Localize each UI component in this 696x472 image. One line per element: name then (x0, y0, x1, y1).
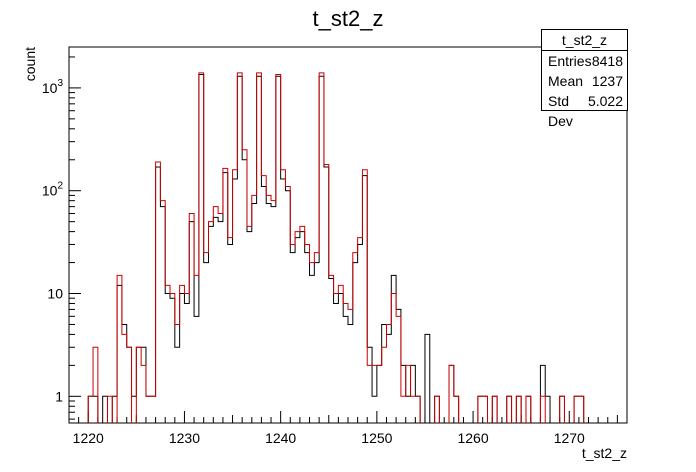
histogram-series-red (87, 72, 585, 423)
x-tick-label: 1220 (73, 430, 104, 446)
chart-title: t_st2_z (312, 6, 384, 31)
y-tick-label: 103 (42, 78, 64, 96)
axis-labels-layer: 1220 1230 1240 1250 1260 1270 1 10 102 103 (42, 78, 585, 446)
x-tick-label: 1250 (361, 430, 392, 446)
stats-row-stddev: Std Dev 5.022 (542, 91, 627, 129)
stats-value: 8418 (591, 53, 623, 69)
series-layer (87, 72, 585, 423)
stats-label: Entries (548, 53, 592, 69)
stats-label: Mean (548, 73, 584, 89)
y-tick-label: 102 (42, 181, 64, 199)
stats-value: 1237 (591, 73, 623, 89)
stats-row-entries: Entries 8418 (542, 51, 627, 71)
x-tick-label: 1260 (457, 430, 488, 446)
x-tick-label: 1270 (554, 430, 585, 446)
x-tick-label: 1240 (265, 430, 296, 446)
axis-ticks (68, 56, 628, 423)
y-tick-label: 1 (55, 388, 63, 404)
x-axis-label: t_st2_z (582, 445, 627, 461)
stats-label: Std Dev (548, 93, 573, 129)
stats-title: t_st2_z (542, 30, 627, 51)
histogram-series-black (87, 74, 585, 423)
y-tick-label: 10 (47, 286, 63, 302)
stats-box: t_st2_z Entries 8418 Mean 1237 Std Dev 5… (541, 29, 628, 129)
y-axis-label: count (22, 47, 38, 81)
stats-value: 5.022 (587, 93, 623, 109)
stats-row-mean: Mean 1237 (542, 71, 627, 91)
x-tick-label: 1230 (169, 430, 200, 446)
